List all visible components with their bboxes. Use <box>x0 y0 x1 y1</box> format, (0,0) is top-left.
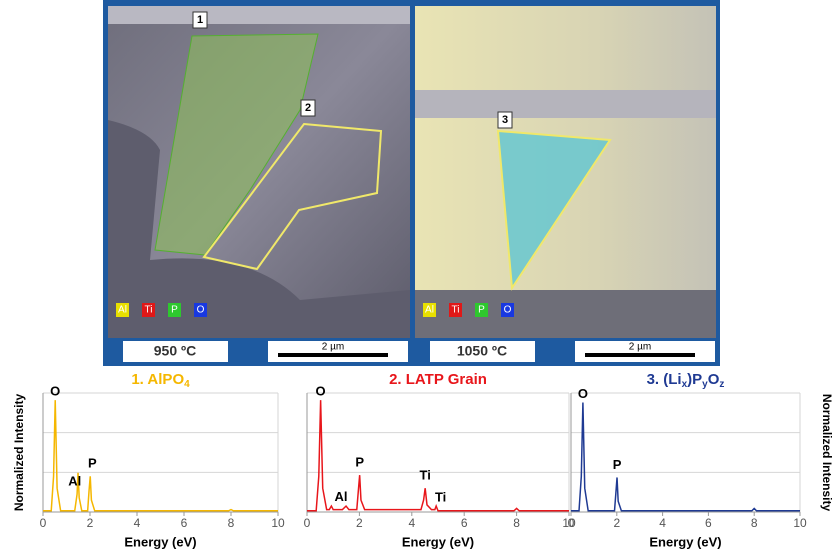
spectra: 0 2 4 6 8 10 Energy (eV) Normalized Intensity 1.… <box>12 371 834 549</box>
x-tick-label: 6 <box>461 516 468 530</box>
title-part: )P <box>687 371 702 388</box>
spectrum-line <box>307 400 569 512</box>
title-part: x <box>682 379 688 390</box>
element-label: Al <box>118 305 127 316</box>
x-tick-label: 4 <box>134 516 141 530</box>
temperature: 1050 ºC <box>457 343 507 359</box>
x-tick-label: 10 <box>562 516 576 530</box>
x-tick-label: 4 <box>659 516 666 530</box>
peak-label: O <box>578 386 588 401</box>
element-label: Ti <box>145 305 153 316</box>
grain <box>415 290 716 338</box>
x-tick-label: 0 <box>568 516 575 530</box>
peak-label: Ti <box>419 468 430 483</box>
element-swatch <box>475 303 488 317</box>
element-swatch <box>168 303 181 317</box>
title-part: 4 <box>184 379 190 390</box>
region-label: 3 <box>502 114 508 126</box>
temperature-box <box>123 341 228 362</box>
surface-layer <box>108 6 410 24</box>
region-tag <box>300 99 316 117</box>
x-tick-label: 0 <box>304 516 311 530</box>
x-axis-label: Energy (eV) <box>649 534 721 549</box>
element-swatch <box>449 303 462 317</box>
x-axis-label: Energy (eV) <box>402 534 474 549</box>
grain <box>108 120 410 338</box>
peak-label: Ti <box>435 489 446 504</box>
element-swatch <box>423 303 436 317</box>
spectrum-line <box>43 400 278 512</box>
region-outline <box>202 122 383 271</box>
temperature-box <box>430 341 535 362</box>
x-tick-label: 8 <box>751 516 758 530</box>
y-axis-label: Normalized Intensity <box>820 394 834 512</box>
x-tick-label: 6 <box>705 516 712 530</box>
x-tick-label: 0 <box>40 516 47 530</box>
x-tick-label: 4 <box>408 516 415 530</box>
chart-title: 3. (Lix)PyOz <box>647 371 725 390</box>
peak-label: O <box>316 384 326 399</box>
title-part: 2. LATP Grain <box>389 371 487 388</box>
x-tick-label: 10 <box>793 516 807 530</box>
spectrum-line <box>571 402 800 512</box>
scale-bar <box>585 353 695 357</box>
element-label: O <box>504 305 512 316</box>
region-outline <box>154 33 319 256</box>
region-label: 1 <box>197 14 203 26</box>
element-swatch <box>116 303 129 317</box>
x-axis-label: Energy (eV) <box>124 534 196 549</box>
micrograph-labels: 1 2 Al Ti P O 950 ºC 2 µm 3 Al Ti P O 1050 ºC 2 µm <box>116 11 715 362</box>
peak-label: P <box>355 455 364 470</box>
element-label: O <box>197 305 205 316</box>
element-swatch <box>142 303 155 317</box>
region-outline <box>496 129 612 291</box>
peak-label: Al <box>335 489 348 504</box>
element-swatch <box>194 303 207 317</box>
region-tag <box>497 111 513 129</box>
region-label: 2 <box>305 102 311 114</box>
x-tick-label: 2 <box>356 516 363 530</box>
region-fill <box>498 131 610 288</box>
chart-title: 1. AlPO4 <box>131 371 190 390</box>
surface-layer <box>415 90 716 118</box>
x-tick-label: 6 <box>181 516 188 530</box>
element-label: P <box>478 305 485 316</box>
title-part: z <box>719 379 724 390</box>
title-part: 1. AlPO <box>131 371 184 388</box>
x-tick-label: 2 <box>87 516 94 530</box>
x-tick-label: 8 <box>513 516 520 530</box>
peak-label: P <box>613 457 622 472</box>
scale-label: 2 µm <box>629 342 651 353</box>
temperature: 950 ºC <box>154 343 196 359</box>
chart-title: 2. LATP Grain <box>389 371 487 388</box>
title-part: 3. (Li <box>647 371 682 388</box>
element-label: Ti <box>452 305 460 316</box>
scale-bar <box>278 353 388 357</box>
element-label: Al <box>425 305 434 316</box>
peak-label: Al <box>68 474 81 489</box>
element-label: P <box>171 305 178 316</box>
region-fill <box>155 34 318 255</box>
x-tick-label: 2 <box>613 516 620 530</box>
region-tag <box>192 11 208 29</box>
x-tick-label: 10 <box>271 516 285 530</box>
title-part: y <box>702 379 708 390</box>
scale-label: 2 µm <box>322 342 344 353</box>
peak-label: O <box>50 384 60 399</box>
element-swatch <box>501 303 514 317</box>
peak-label: P <box>88 456 97 471</box>
y-axis-label: Normalized Intensity <box>12 393 26 511</box>
title-part: O <box>708 371 720 388</box>
x-tick-label: 8 <box>228 516 235 530</box>
